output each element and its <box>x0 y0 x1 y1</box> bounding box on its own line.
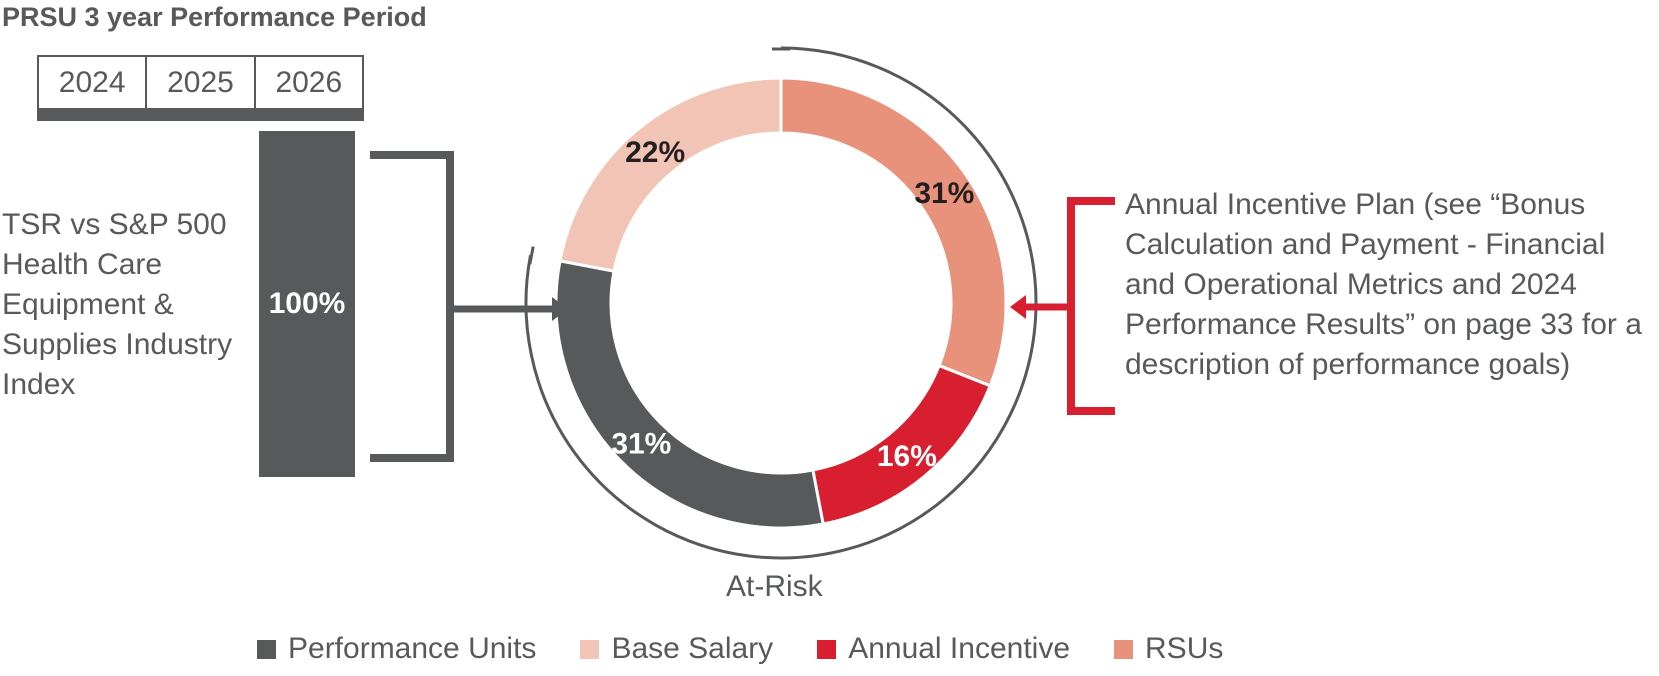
legend-swatch <box>257 639 276 659</box>
slice-label-rsus: 31% <box>914 177 974 210</box>
legend-label: RSUs <box>1145 632 1224 665</box>
left-arrow-head <box>552 297 568 321</box>
left-bracket <box>370 151 454 462</box>
legend-label: Base Salary <box>611 632 774 665</box>
chart-legend: Performance Units Base Salary Annual Inc… <box>257 632 1267 666</box>
year-2026: 2026 <box>253 55 364 110</box>
legend-item-base-salary: Base Salary <box>580 632 773 666</box>
annual-incentive-description: Annual Incentive Plan (see “Bonus Calcul… <box>1125 188 1642 381</box>
legend-item-rsus: RSUs <box>1114 632 1223 666</box>
at-risk-arc-tick <box>528 246 535 265</box>
legend-swatch <box>817 639 837 659</box>
donut-slice-rsus <box>779 76 1008 388</box>
donut-slices <box>554 76 1008 530</box>
year-2024: 2024 <box>37 55 146 110</box>
prsu-bar-value: 100% <box>268 287 346 320</box>
chart-title: PRSU 3 year Performance Period <box>2 2 427 32</box>
legend-swatch <box>580 639 600 659</box>
prsu-metric-description: TSR vs S&P 500 Health Care Equipment & S… <box>2 208 233 401</box>
donut-slice-labels: 31% 16% 31% 22% <box>611 136 974 473</box>
performance-period-years: 2024 2025 2026 <box>37 55 364 121</box>
right-arrow-head <box>1010 295 1026 319</box>
slice-label-annual-incentive: 16% <box>877 440 937 473</box>
year-2025: 2025 <box>145 55 254 110</box>
legend-label: Annual Incentive <box>848 632 1071 665</box>
slice-label-performance-units: 31% <box>611 428 671 461</box>
donut-slice-base-salary <box>558 76 783 273</box>
at-risk-label: At-Risk <box>726 570 823 603</box>
legend-swatch <box>1114 639 1134 659</box>
donut-slice-performance-units <box>554 259 825 530</box>
legend-label: Performance Units <box>288 632 537 665</box>
slice-label-base-salary: 22% <box>625 136 685 169</box>
prsu-bar: 100% <box>259 131 355 477</box>
at-risk-arc <box>524 46 1038 560</box>
right-bracket <box>1067 197 1115 415</box>
legend-item-annual-incentive: Annual Incentive <box>817 632 1070 666</box>
legend-item-performance-units: Performance Units <box>257 632 536 666</box>
